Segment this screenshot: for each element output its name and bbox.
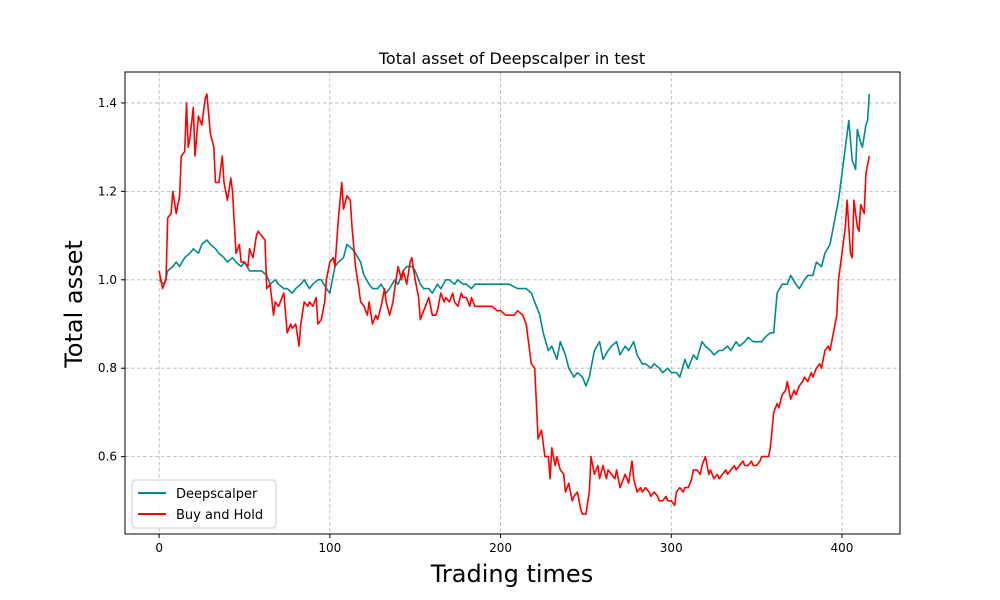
x-tick-label: 0 bbox=[155, 541, 163, 555]
x-tick-label: 200 bbox=[489, 541, 512, 555]
x-axis-label: Trading times bbox=[430, 560, 593, 588]
x-tick-label: 100 bbox=[318, 541, 341, 555]
series-line-deepscalper bbox=[158, 94, 871, 387]
legend: Deepscalper Buy and Hold bbox=[131, 479, 277, 529]
y-tick-label: 1.2 bbox=[98, 184, 117, 198]
x-tick-label: 300 bbox=[660, 541, 683, 555]
y-tick-label: 1.0 bbox=[98, 273, 117, 287]
legend-label-deepscalper: Deepscalper bbox=[176, 487, 258, 502]
axis-ticks: 0 100 200 300 400 0.6 0.8 1.0 1.2 1.4 bbox=[98, 96, 854, 555]
series-layer bbox=[158, 93, 871, 515]
grid-lines bbox=[125, 72, 900, 534]
series-line-buy-and-hold bbox=[158, 93, 871, 515]
plot-frame bbox=[124, 71, 901, 535]
legend-label-buy-and-hold: Buy and Hold bbox=[176, 508, 263, 523]
y-tick-label: 0.6 bbox=[98, 450, 117, 464]
chart-title: Total asset of Deepscalper in test bbox=[378, 49, 645, 68]
y-tick-label: 0.8 bbox=[98, 361, 117, 375]
legend-box bbox=[131, 479, 277, 529]
y-axis-label: Total asset bbox=[60, 240, 88, 369]
y-tick-label: 1.4 bbox=[98, 96, 117, 110]
x-tick-label: 400 bbox=[831, 541, 854, 555]
